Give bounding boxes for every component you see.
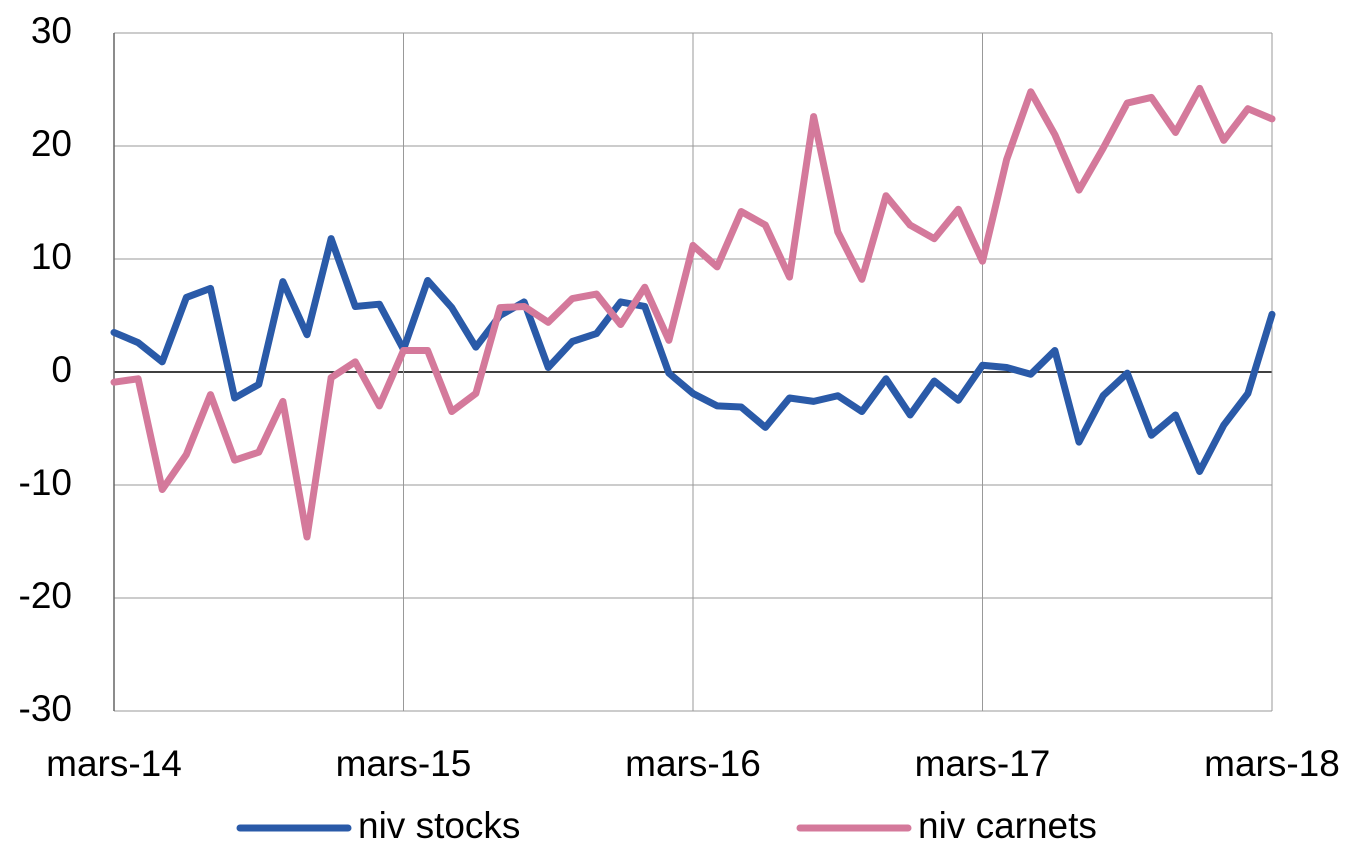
y-tick-label: 30 xyxy=(31,10,72,51)
legend-label: niv stocks xyxy=(358,805,520,846)
y-tick-label: 10 xyxy=(31,236,72,277)
x-tick-label: mars-15 xyxy=(336,743,472,784)
y-tick-label: -10 xyxy=(19,462,72,503)
x-tick-label: mars-18 xyxy=(1204,743,1340,784)
x-tick-label: mars-14 xyxy=(46,743,182,784)
y-tick-label: 0 xyxy=(51,349,72,390)
x-tick-label: mars-16 xyxy=(625,743,761,784)
legend-label: niv carnets xyxy=(918,805,1097,846)
series-line xyxy=(110,235,1276,475)
x-tick-label: mars-17 xyxy=(915,743,1051,784)
y-tick-label: 20 xyxy=(31,123,72,164)
y-tick-label: -20 xyxy=(19,575,72,616)
series-line xyxy=(110,84,1276,541)
y-tick-label: -30 xyxy=(19,688,72,729)
